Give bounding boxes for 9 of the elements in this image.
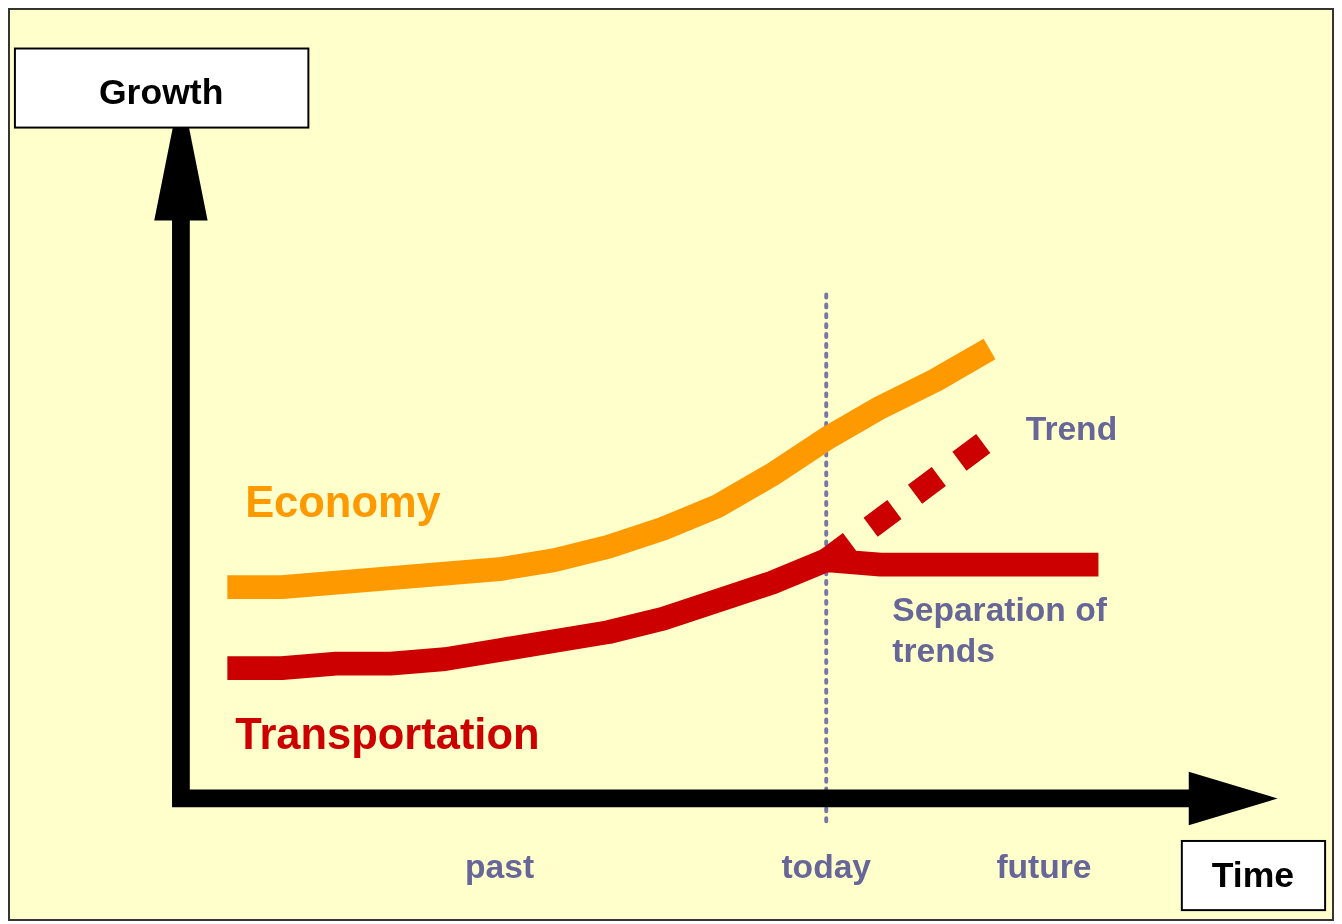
series-label: Economy	[245, 477, 441, 526]
x-axis-title: Time	[1211, 855, 1295, 896]
x-tick-label: future	[996, 847, 1092, 885]
annotation: Separation of trends	[892, 590, 1108, 670]
series-label: Trend	[1025, 409, 1118, 447]
text: Growth	[98, 71, 224, 112]
x-tick-label: today	[781, 847, 872, 885]
x-tick-label: past	[465, 847, 535, 885]
series-label: Transportation	[235, 710, 540, 759]
